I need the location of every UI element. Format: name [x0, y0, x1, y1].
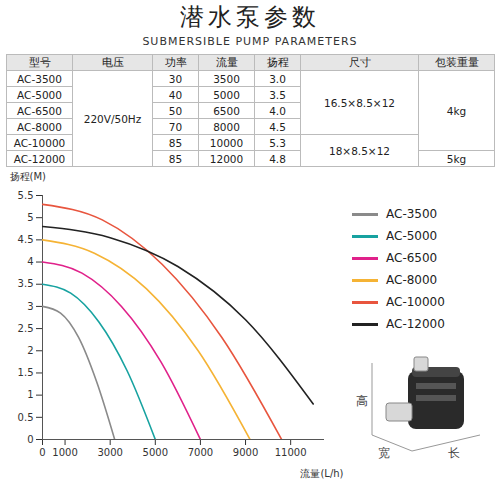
html-text:5kg: 5kg: [446, 152, 467, 165]
html-text:4kg: 4kg: [446, 104, 467, 117]
svg-text:宽: 宽: [378, 446, 390, 460]
html-text:AC-5000: AC-5000: [386, 229, 438, 243]
html-text:4.5: 4.5: [269, 120, 286, 133]
html-text:220V/50Hz: 220V/50Hz: [83, 112, 142, 125]
html-text:70: 70: [168, 120, 183, 133]
html-text:8000: 8000: [213, 120, 240, 133]
svg-text:0.5: 0.5: [18, 412, 34, 423]
html-text:电压: 电压: [101, 55, 124, 68]
svg-text:7000: 7000: [188, 447, 213, 458]
html-text:6500: 6500: [213, 104, 240, 117]
svg-text:0: 0: [27, 434, 33, 445]
svg-text:流量(L/h): 流量(L/h): [300, 468, 343, 479]
svg-text:4: 4: [27, 256, 33, 267]
svg-text:5.5: 5.5: [18, 190, 34, 201]
html-text:4.8: 4.8: [269, 152, 286, 165]
html-text:12000: 12000: [209, 152, 244, 165]
html-text:5000: 5000: [213, 88, 240, 101]
html-text:18×8.5×12: 18×8.5×12: [329, 144, 390, 157]
svg-text:3: 3: [27, 301, 33, 312]
svg-text:3.5: 3.5: [18, 278, 34, 289]
html-text:包装重量: 包装重量: [434, 55, 479, 68]
svg-text:长: 长: [448, 446, 460, 460]
html-text:5.3: 5.3: [269, 136, 286, 149]
html-text:型号: 型号: [28, 55, 51, 68]
html-text:潜水泵参数: 潜水泵参数: [180, 3, 320, 31]
html-text:30: 30: [168, 72, 183, 85]
svg-text:1000: 1000: [52, 447, 77, 458]
html-text:85: 85: [168, 152, 183, 165]
svg-text:11000: 11000: [275, 447, 307, 458]
svg-text:4.5: 4.5: [18, 234, 34, 245]
html-text:AC-12000: AC-12000: [13, 152, 66, 165]
html-text:尺寸: 尺寸: [348, 55, 371, 68]
html-text:AC-8000: AC-8000: [17, 120, 62, 133]
html-text:10000: 10000: [209, 136, 244, 149]
html-text:AC-3500: AC-3500: [17, 72, 62, 85]
html-text:AC-3500: AC-3500: [386, 207, 438, 221]
html-text:85: 85: [168, 136, 183, 149]
html-text:功率: 功率: [164, 55, 187, 68]
svg-text:9000: 9000: [233, 447, 258, 458]
html-text:流量: 流量: [215, 55, 238, 68]
html-text:3500: 3500: [213, 72, 240, 85]
svg-text:0: 0: [39, 447, 45, 458]
svg-text:2: 2: [27, 345, 33, 356]
html-text:扬程: 扬程: [266, 55, 289, 68]
html-text:AC-10000: AC-10000: [13, 136, 66, 149]
html-text:16.5×8.5×12: 16.5×8.5×12: [324, 96, 395, 109]
html-text:3.5: 3.5: [269, 88, 286, 101]
svg-text:1.5: 1.5: [18, 367, 34, 378]
html-text:SUBMERSIBLE PUMP PARAMETERS: SUBMERSIBLE PUMP PARAMETERS: [142, 35, 358, 48]
svg-text:高: 高: [356, 394, 368, 408]
svg-text:5000: 5000: [143, 447, 168, 458]
svg-text:3000: 3000: [97, 447, 122, 458]
html-text:AC-8000: AC-8000: [386, 273, 438, 287]
html-text:40: 40: [168, 88, 183, 101]
html-text:AC-12000: AC-12000: [386, 317, 445, 331]
svg-text:5: 5: [27, 212, 33, 223]
html-text:3.0: 3.0: [269, 72, 286, 85]
html-text:AC-5000: AC-5000: [17, 88, 62, 101]
html-text:50: 50: [168, 104, 183, 117]
svg-text:1: 1: [27, 389, 33, 400]
svg-text:扬程(M): 扬程(M): [10, 171, 47, 182]
html-text:AC-6500: AC-6500: [386, 251, 438, 265]
html-text:AC-6500: AC-6500: [17, 104, 62, 117]
html-text:AC-10000: AC-10000: [386, 295, 445, 309]
html-text:4.0: 4.0: [269, 104, 286, 117]
svg-text:2.5: 2.5: [18, 323, 34, 334]
